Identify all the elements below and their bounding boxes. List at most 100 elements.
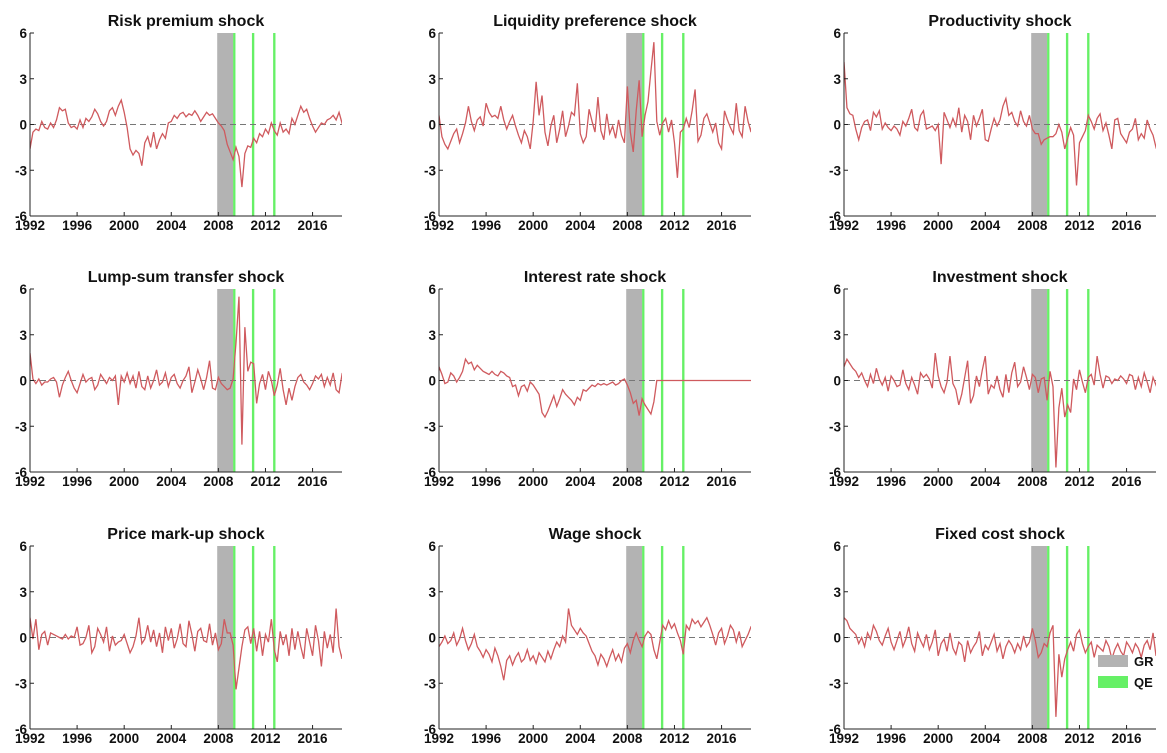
y-tick-label-8-0: -6 — [829, 722, 841, 737]
y-tick-label-4-3: 3 — [428, 328, 436, 343]
series-line-5 — [844, 352, 1156, 468]
series-line-7 — [439, 608, 751, 681]
panel-title-4: Interest rate shock — [524, 269, 666, 286]
panel-6: -6 -3 0 3 6 1992 1996 2000 2004 2008 2012 2016 Price… — [15, 526, 342, 746]
y-tick-label-0-4: 6 — [19, 26, 27, 41]
x-tick-label-2-2: 2000 — [923, 218, 953, 233]
y-tick-label-3-1: -3 — [15, 419, 27, 434]
y-tick-label-8-4: 6 — [833, 539, 841, 554]
x-tick-label-6-5: 2012 — [250, 731, 280, 746]
panel-title-0: Risk premium shock — [108, 13, 265, 30]
x-tick-label-0-2: 2000 — [109, 218, 139, 233]
panel-title-1: Liquidity preference shock — [493, 13, 697, 30]
y-tick-label-0-2: 0 — [19, 118, 27, 133]
y-tick-label-7-0: -6 — [424, 722, 436, 737]
x-tick-label-5-4: 2008 — [1017, 474, 1048, 489]
series-line-6 — [30, 608, 342, 690]
x-tick-label-2-6: 2016 — [1112, 218, 1143, 233]
panel-title-8: Fixed cost shock — [935, 526, 1065, 543]
y-tick-label-5-3: 3 — [833, 328, 841, 343]
y-tick-label-6-0: -6 — [15, 722, 27, 737]
panel-3: -6 -3 0 3 6 1992 1996 2000 2004 2008 2012 2016 Lump-… — [15, 269, 342, 489]
x-tick-label-3-1: 1996 — [62, 474, 93, 489]
y-tick-label-4-2: 0 — [428, 374, 436, 389]
x-tick-label-8-6: 2016 — [1112, 731, 1143, 746]
x-tick-label-2-1: 1996 — [876, 218, 907, 233]
panel-4: -6 -3 0 3 6 1992 1996 2000 2004 2008 2012 2016 Inter… — [424, 269, 751, 489]
y-tick-label-2-2: 0 — [833, 118, 841, 133]
x-tick-label-4-6: 2016 — [707, 474, 738, 489]
panel-7: -6 -3 0 3 6 1992 1996 2000 2004 2008 2012 2016 Wage … — [424, 526, 751, 746]
x-tick-label-0-1: 1996 — [62, 218, 93, 233]
series-line-3 — [30, 296, 342, 445]
y-tick-label-0-1: -3 — [15, 163, 27, 178]
x-tick-label-6-4: 2008 — [203, 731, 234, 746]
panel-title-5: Investment shock — [932, 269, 1067, 286]
x-tick-label-7-2: 2000 — [518, 731, 548, 746]
x-tick-label-0-5: 2012 — [250, 218, 280, 233]
x-tick-label-8-0: 1992 — [829, 731, 859, 746]
x-tick-label-1-3: 2004 — [565, 218, 596, 233]
series-line-8 — [844, 617, 1156, 717]
x-tick-label-7-5: 2012 — [659, 731, 689, 746]
x-tick-label-6-1: 1996 — [62, 731, 93, 746]
series-line-0 — [30, 98, 342, 188]
y-tick-label-7-1: -3 — [424, 676, 436, 691]
x-tick-label-0-4: 2008 — [203, 218, 234, 233]
y-tick-label-2-1: -3 — [829, 163, 841, 178]
x-tick-label-3-2: 2000 — [109, 474, 139, 489]
y-tick-label-8-3: 3 — [833, 585, 841, 600]
series-line-1 — [439, 42, 751, 178]
y-tick-label-3-2: 0 — [19, 374, 27, 389]
y-tick-label-3-4: 6 — [19, 282, 27, 297]
y-tick-label-1-2: 0 — [428, 118, 436, 133]
y-tick-label-2-3: 3 — [833, 72, 841, 87]
x-tick-label-5-5: 2012 — [1064, 474, 1094, 489]
y-tick-label-4-1: -3 — [424, 419, 436, 434]
y-tick-label-2-4: 6 — [833, 26, 841, 41]
panel-title-6: Price mark-up shock — [107, 526, 265, 543]
panel-2: -6 -3 0 3 6 1992 1996 2000 2004 2008 2012 2016 Produ… — [829, 13, 1156, 233]
x-tick-label-7-0: 1992 — [424, 731, 454, 746]
x-tick-label-7-3: 2004 — [565, 731, 596, 746]
x-tick-label-0-0: 1992 — [15, 218, 45, 233]
y-tick-label-8-2: 0 — [833, 631, 841, 646]
y-tick-label-4-4: 6 — [428, 282, 436, 297]
x-tick-label-1-5: 2012 — [659, 218, 689, 233]
panel-8: -6 -3 0 3 6 1992 1996 2000 2004 2008 2012 2016 Fixed… — [829, 526, 1156, 746]
x-tick-label-6-6: 2016 — [298, 731, 329, 746]
x-tick-label-1-0: 1992 — [424, 218, 454, 233]
x-tick-label-4-2: 2000 — [518, 474, 548, 489]
x-tick-label-3-0: 1992 — [15, 474, 45, 489]
x-tick-label-1-6: 2016 — [707, 218, 738, 233]
x-tick-label-7-1: 1996 — [471, 731, 502, 746]
y-tick-label-7-2: 0 — [428, 631, 436, 646]
x-tick-label-3-6: 2016 — [298, 474, 329, 489]
y-tick-label-5-0: -6 — [829, 465, 841, 480]
x-tick-label-4-4: 2008 — [612, 474, 643, 489]
y-tick-label-1-4: 6 — [428, 26, 436, 41]
x-tick-label-7-6: 2016 — [707, 731, 738, 746]
x-tick-label-0-6: 2016 — [298, 218, 329, 233]
x-tick-label-4-1: 1996 — [471, 474, 502, 489]
y-tick-label-6-4: 6 — [19, 539, 27, 554]
y-tick-label-4-0: -6 — [424, 465, 436, 480]
panel-title-7: Wage shock — [549, 526, 642, 543]
y-tick-label-3-0: -6 — [15, 465, 27, 480]
y-tick-label-2-0: -6 — [829, 209, 841, 224]
x-tick-label-0-3: 2004 — [156, 218, 187, 233]
y-tick-label-5-2: 0 — [833, 374, 841, 389]
y-tick-label-5-1: -3 — [829, 419, 841, 434]
series-line-4 — [439, 357, 751, 419]
x-tick-label-4-0: 1992 — [424, 474, 454, 489]
x-tick-label-2-3: 2004 — [970, 218, 1001, 233]
x-tick-label-7-4: 2008 — [612, 731, 643, 746]
legend-label-qe: QE — [1134, 675, 1153, 690]
panel-title-2: Productivity shock — [928, 13, 1071, 30]
x-tick-label-2-0: 1992 — [829, 218, 859, 233]
x-tick-label-8-4: 2008 — [1017, 731, 1048, 746]
x-tick-label-2-4: 2008 — [1017, 218, 1048, 233]
x-tick-label-1-4: 2008 — [612, 218, 643, 233]
y-tick-label-6-3: 3 — [19, 585, 27, 600]
x-tick-label-8-2: 2000 — [923, 731, 953, 746]
